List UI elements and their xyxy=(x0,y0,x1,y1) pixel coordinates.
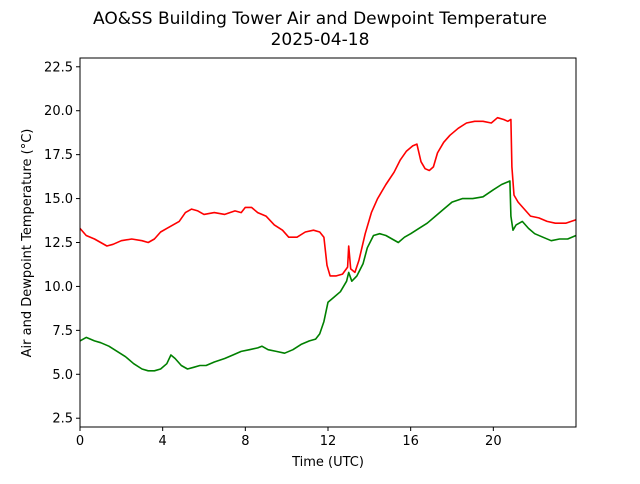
chart-title: AO&SS Building Tower Air and Dewpoint Te… xyxy=(93,9,547,29)
x-tick-label: 8 xyxy=(241,434,249,449)
series-layer xyxy=(79,116,577,372)
plot-area xyxy=(80,58,576,427)
x-axis-label: Time (UTC) xyxy=(291,455,364,470)
y-tick-label: 7.5 xyxy=(52,324,73,339)
x-axis-ticks: 0 4 8 12 16 20 xyxy=(76,427,502,449)
series-line-1 xyxy=(79,180,577,372)
y-tick-label: 10.0 xyxy=(44,280,73,295)
y-tick-label: 5.0 xyxy=(52,368,73,383)
x-tick-label: 12 xyxy=(320,434,337,449)
y-tick-label: 12.5 xyxy=(44,236,73,251)
y-tick-label: 22.5 xyxy=(44,60,73,75)
series-line-0 xyxy=(79,116,577,277)
y-tick-label: 17.5 xyxy=(44,148,73,163)
y-axis-ticks: 2.5 5.0 7.5 10.0 12.5 15.0 17.5 20.0 22.5 xyxy=(44,60,80,427)
plot-frame xyxy=(79,57,577,428)
x-tick-label: 4 xyxy=(159,434,167,449)
y-tick-label: 2.5 xyxy=(52,412,73,427)
y-tick-label: 15.0 xyxy=(44,192,73,207)
y-axis-label: Air and Dewpoint Temperature (°C) xyxy=(20,129,35,358)
x-tick-label: 16 xyxy=(402,434,419,449)
chart-subtitle: 2025-04-18 xyxy=(271,30,370,50)
x-tick-label: 20 xyxy=(485,434,502,449)
y-tick-label: 20.0 xyxy=(44,104,73,119)
x-tick-label: 0 xyxy=(76,434,84,449)
